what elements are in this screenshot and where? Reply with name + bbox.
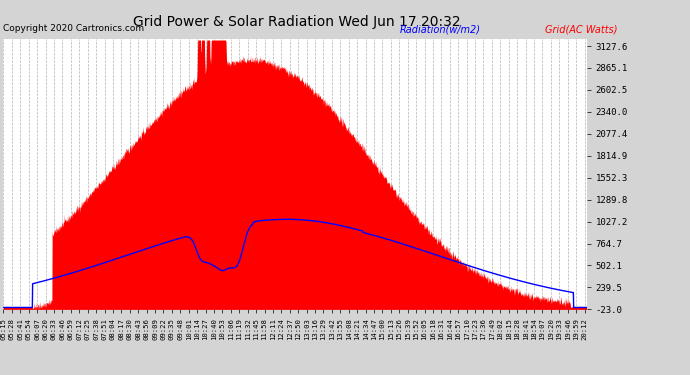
Text: Radiation(w/m2): Radiation(w/m2): [400, 24, 481, 34]
Text: Grid Power & Solar Radiation Wed Jun 17 20:32: Grid Power & Solar Radiation Wed Jun 17 …: [133, 15, 460, 29]
Text: Grid(AC Watts): Grid(AC Watts): [545, 24, 618, 34]
Text: Copyright 2020 Cartronics.com: Copyright 2020 Cartronics.com: [3, 24, 145, 33]
